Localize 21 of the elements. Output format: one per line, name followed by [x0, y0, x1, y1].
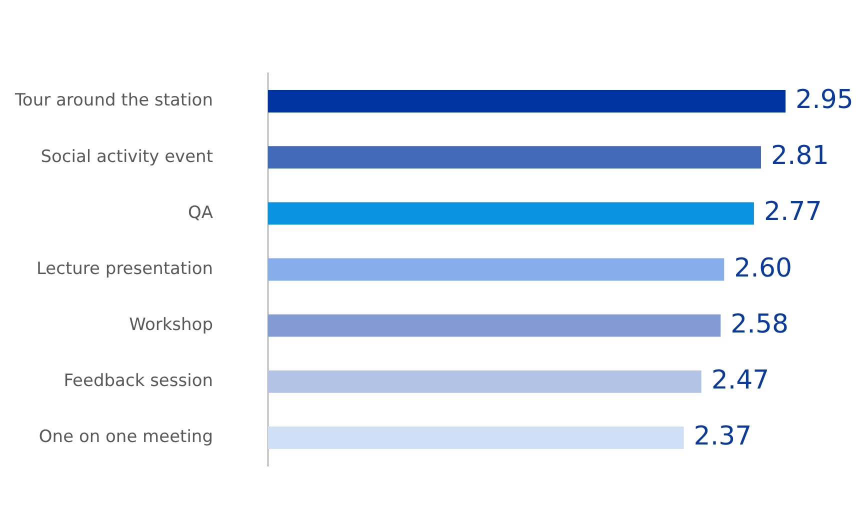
bar: [268, 426, 684, 449]
bar: [268, 202, 754, 225]
y-tick-label: Feedback session: [64, 371, 213, 392]
y-tick-label: Lecture presentation: [36, 258, 213, 279]
bar: [268, 146, 761, 169]
bar: [268, 90, 786, 112]
bar: [268, 370, 702, 393]
data-label: 2.37: [694, 422, 752, 452]
data-label: 2.58: [730, 309, 789, 340]
data-label: 2.60: [734, 253, 792, 284]
y-tick-label: Tour around the station: [14, 90, 213, 111]
y-tick-label: One on one meeting: [38, 427, 213, 448]
bar: [268, 314, 721, 337]
bar: [268, 258, 724, 281]
data-label: 2.81: [770, 141, 829, 172]
data-label: 2.77: [764, 197, 822, 228]
data-label: 2.95: [796, 84, 854, 115]
y-tick-label: Workshop: [129, 315, 213, 336]
y-tick-label: Social activity event: [40, 146, 214, 167]
data-label: 2.47: [711, 365, 770, 396]
y-tick-label: QA: [188, 202, 214, 223]
